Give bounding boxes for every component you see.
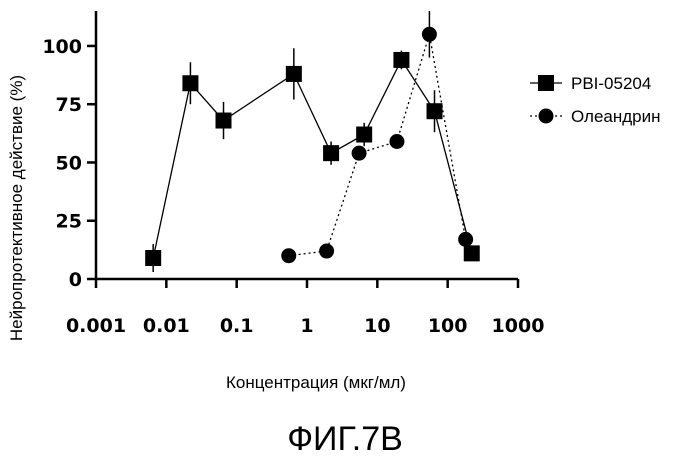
x-tick-label: 0.001	[66, 315, 126, 337]
x-axis-ticks: 0.001 0.01 0.1 1 10 100 1000	[66, 279, 545, 337]
series-layer	[145, 11, 480, 272]
x-axis-label: Концентрация (мкг/мл)	[226, 373, 406, 392]
legend-marker-circle	[539, 109, 554, 124]
series-line	[289, 34, 466, 255]
x-tick-label: 1	[300, 315, 313, 337]
data-point-square	[323, 145, 339, 161]
y-tick-label: 0	[69, 269, 82, 291]
y-tick-label: 50	[56, 152, 82, 174]
series-0	[145, 48, 480, 272]
legend-item-oleandrin: Олеандрин	[530, 107, 661, 126]
y-axis-label: Нейропротективное действие (%)	[7, 75, 26, 341]
x-tick-label: 10	[364, 315, 390, 337]
data-point-square	[356, 127, 372, 143]
figure-caption: ФИГ.7B	[287, 420, 403, 458]
data-point-circle	[352, 146, 367, 161]
legend-label-pbi-05204: PBI-05204	[571, 74, 651, 93]
data-point-square	[145, 250, 161, 266]
legend-item-pbi-05204: PBI-05204	[530, 74, 651, 93]
data-point-square	[286, 66, 302, 82]
x-tick-label: 100	[428, 315, 468, 337]
data-point-circle	[281, 248, 296, 263]
data-point-square	[216, 113, 232, 129]
y-axis-ticks: 0 25 50 75 100	[42, 36, 96, 291]
data-point-circle	[458, 232, 473, 247]
data-point-circle	[389, 134, 404, 149]
series-line	[153, 60, 472, 258]
data-point-circle	[422, 27, 437, 42]
y-tick-label: 25	[56, 211, 82, 233]
chart-axes	[96, 11, 518, 279]
data-point-circle	[319, 244, 334, 259]
y-tick-label: 75	[56, 94, 82, 116]
data-point-square	[427, 103, 443, 119]
x-tick-label: 1000	[492, 315, 545, 337]
y-tick-label: 100	[42, 36, 82, 58]
series-1	[281, 11, 473, 263]
legend-label-oleandrin: Олеандрин	[571, 107, 661, 126]
legend: PBI-05204 Олеандрин	[530, 74, 661, 126]
x-tick-label: 0.1	[220, 315, 254, 337]
data-point-square	[182, 75, 198, 91]
data-point-square	[393, 52, 409, 68]
data-point-square	[464, 245, 480, 261]
x-tick-label: 0.01	[143, 315, 190, 337]
legend-marker-square	[538, 75, 554, 91]
